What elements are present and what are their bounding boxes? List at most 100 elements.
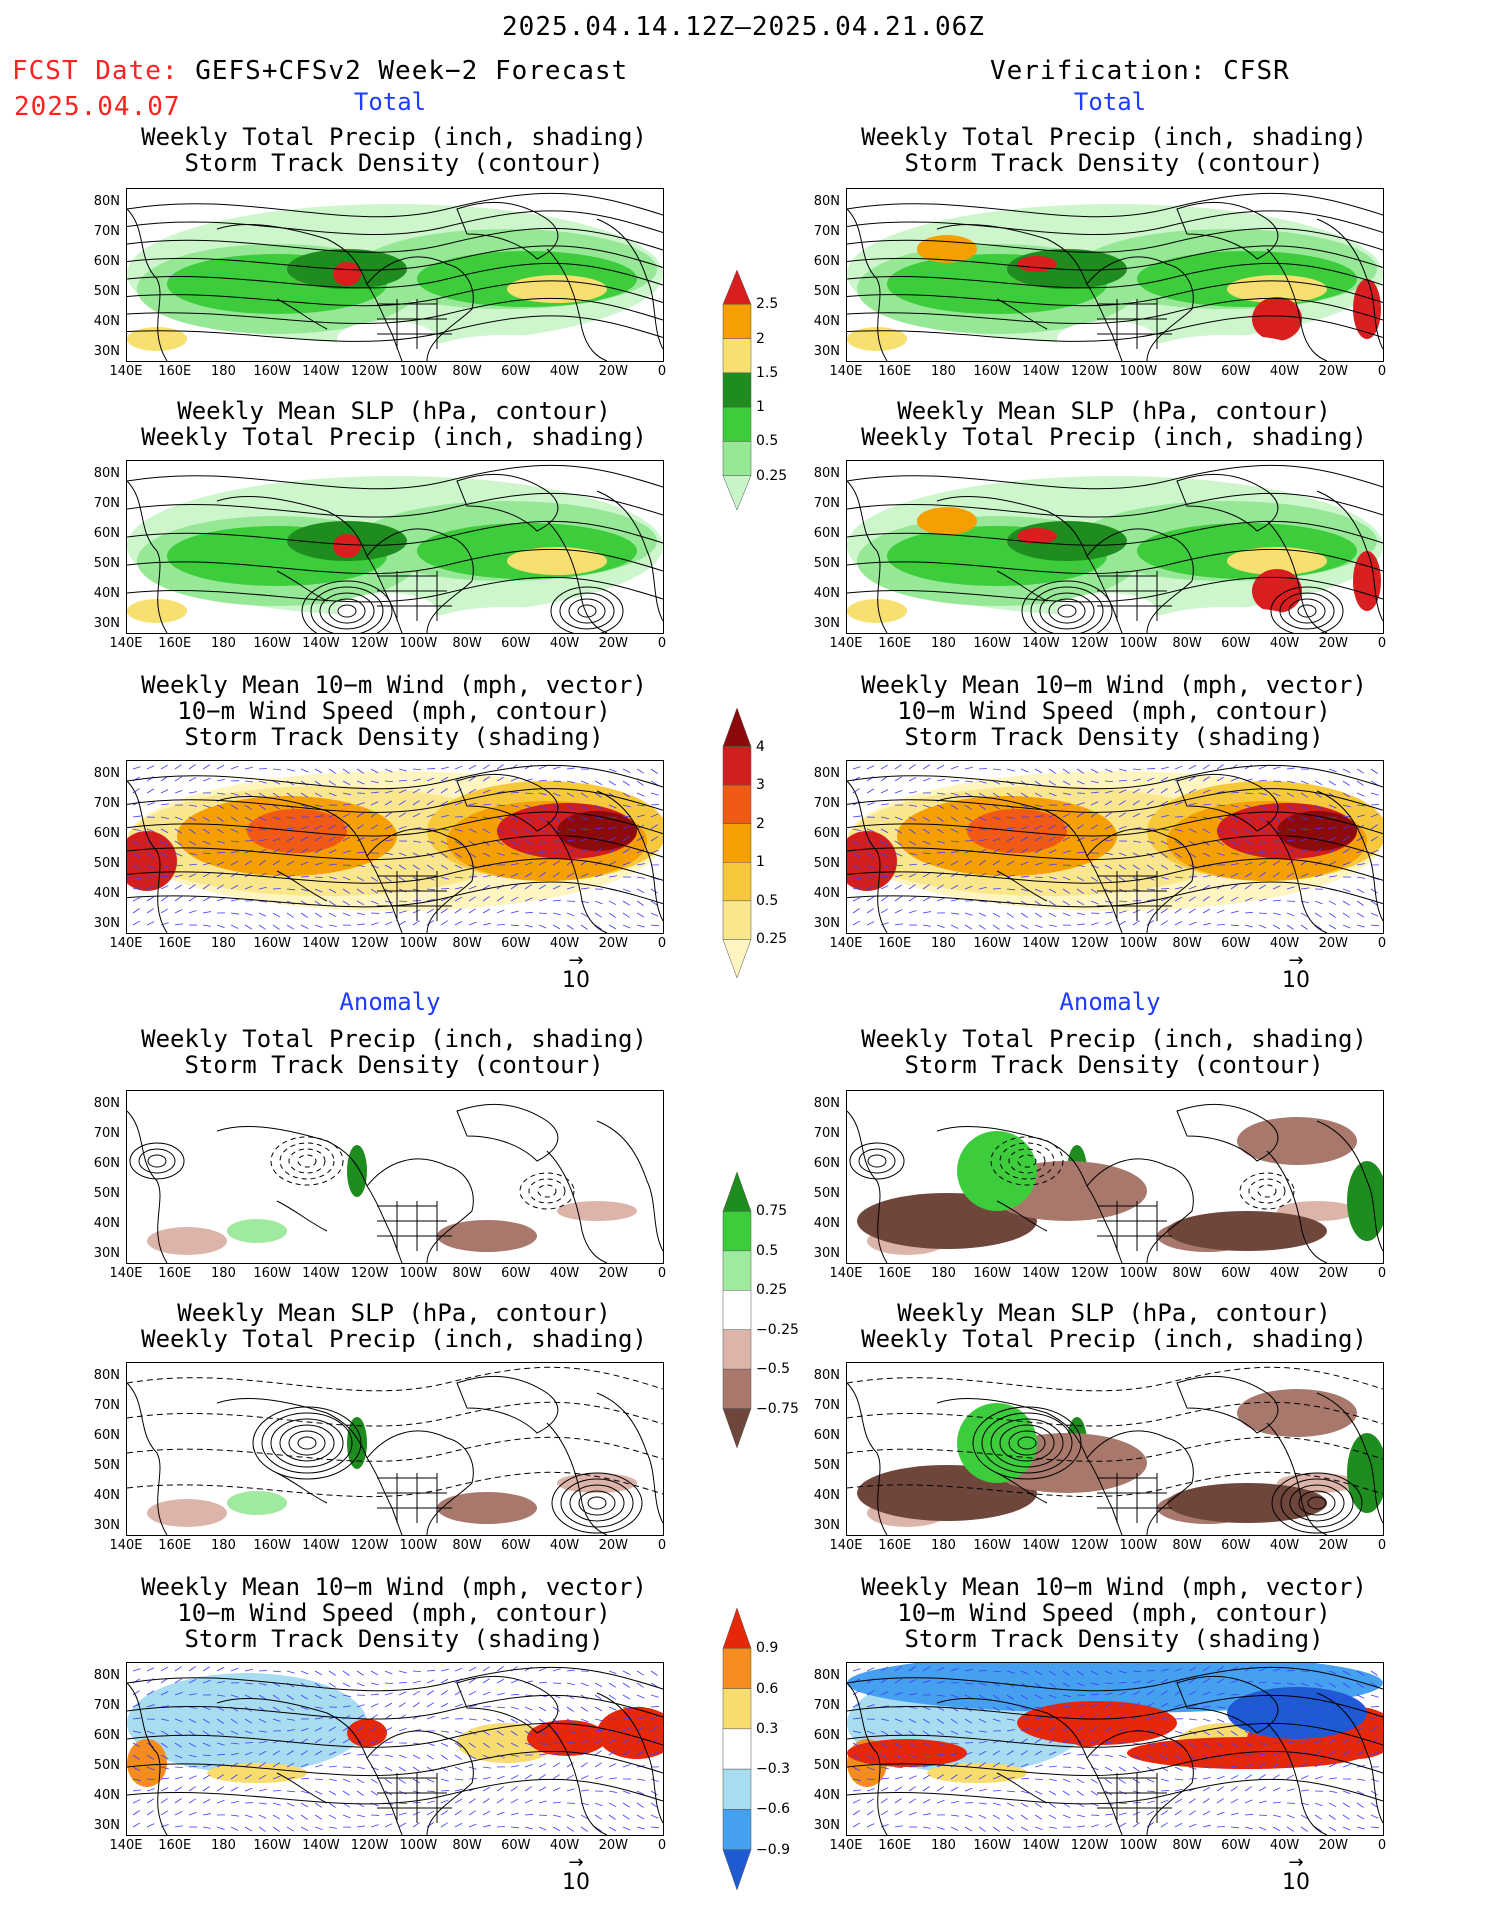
lat-tick-label: 60N xyxy=(813,826,840,841)
lat-tick-label: 70N xyxy=(813,1126,840,1141)
lat-tick-label: 60N xyxy=(93,1428,120,1443)
map-panel-r2-c2 xyxy=(846,460,1384,634)
lon-tick-label: 160W xyxy=(973,636,1012,651)
lon-tick-label: 80W xyxy=(452,1838,482,1853)
vector-reference-value: 10 xyxy=(562,1870,590,1895)
lat-tick-label: 50N xyxy=(813,856,840,871)
colorbar-precip-total xyxy=(722,269,752,511)
lon-tick-label: 20W xyxy=(598,364,628,379)
lat-tick-label: 50N xyxy=(93,856,120,871)
lon-tick-label: 60W xyxy=(1221,936,1251,951)
map-panel-r1-c2 xyxy=(846,188,1384,362)
lon-tick-label: 180 xyxy=(211,1838,236,1853)
lat-tick-label: 80N xyxy=(93,194,120,209)
lon-tick-label: 60W xyxy=(501,1838,531,1853)
lon-tick-label: 160E xyxy=(878,936,912,951)
lon-tick-label: 40W xyxy=(549,636,580,651)
panel-title-r5-c1: Weekly Mean SLP (hPa, contour) Weekly To… xyxy=(141,1299,647,1353)
lon-tick-label: 0 xyxy=(1377,636,1387,651)
lat-tick-label: 50N xyxy=(93,1458,120,1473)
map-graphic xyxy=(847,1366,1383,1535)
lon-tick-label: 60W xyxy=(501,1266,531,1281)
lat-tick-label: 70N xyxy=(93,1698,120,1713)
lat-tick-label: 80N xyxy=(813,194,840,209)
lon-tick-label: 120W xyxy=(350,1838,389,1853)
fcst-date-prefix: FCST Date: xyxy=(12,56,179,86)
colorbar-label: 0.6 xyxy=(756,1680,779,1697)
arrow-right-icon: → xyxy=(1288,1852,1304,1873)
lat-tick-label: 40N xyxy=(813,586,840,601)
map-graphic xyxy=(127,192,663,361)
lon-tick-label: 140E xyxy=(829,936,863,951)
lon-tick-label: 140E xyxy=(109,1838,143,1853)
lon-tick-label: 80W xyxy=(1172,364,1202,379)
lon-tick-label: 180 xyxy=(211,364,236,379)
lon-tick-label: 140E xyxy=(829,1538,863,1553)
lat-tick-label: 40N xyxy=(93,886,120,901)
lon-tick-label: 40W xyxy=(549,364,580,379)
lon-tick-label: 80W xyxy=(1172,1538,1202,1553)
lon-tick-label: 140E xyxy=(109,1266,143,1281)
lat-tick-label: 30N xyxy=(93,344,120,359)
panel-title-r4-c2: Weekly Total Precip (inch, shading) Stor… xyxy=(861,1025,1367,1079)
lat-tick-label: 40N xyxy=(93,314,120,329)
lon-tick-label: 100W xyxy=(1119,636,1158,651)
lon-tick-label: 0 xyxy=(1377,1266,1387,1281)
lat-tick-label: 70N xyxy=(93,496,120,511)
lon-tick-label: 160E xyxy=(158,636,192,651)
colorbar-label: 1.5 xyxy=(756,364,779,381)
map-graphic xyxy=(847,464,1383,633)
lon-tick-label: 60W xyxy=(501,364,531,379)
map-graphic xyxy=(847,1103,1383,1263)
section-total-right: Total xyxy=(1073,88,1147,116)
lon-tick-label: 120W xyxy=(350,1266,389,1281)
lat-tick-label: 60N xyxy=(813,526,840,541)
fcst-source: GEFS+CFSv2 Week−2 Forecast xyxy=(195,56,629,86)
lon-tick-label: 160W xyxy=(973,1538,1012,1553)
lon-tick-label: 20W xyxy=(598,636,628,651)
colorbar-label: 0.5 xyxy=(756,892,779,909)
lat-tick-label: 80N xyxy=(93,1096,120,1111)
lon-tick-label: 140W xyxy=(302,1538,340,1553)
lon-tick-label: 160W xyxy=(253,1838,292,1853)
map-graphic xyxy=(127,1666,663,1835)
lon-tick-label: 100W xyxy=(1119,364,1158,379)
map-graphic xyxy=(847,192,1383,361)
lon-tick-label: 120W xyxy=(1070,936,1109,951)
colorbar-label: 0.3 xyxy=(756,1720,779,1737)
lon-tick-label: 20W xyxy=(1318,1266,1348,1281)
lat-tick-label: 30N xyxy=(93,1818,120,1833)
lon-tick-label: 100W xyxy=(399,936,438,951)
panel-title-r2-c2: Weekly Mean SLP (hPa, contour) Weekly To… xyxy=(861,397,1367,451)
panel-title-r5-c2: Weekly Mean SLP (hPa, contour) Weekly To… xyxy=(861,1299,1367,1353)
lon-tick-label: 60W xyxy=(501,936,531,951)
lon-tick-label: 80W xyxy=(452,636,482,651)
lat-tick-label: 30N xyxy=(813,344,840,359)
lat-tick-label: 70N xyxy=(813,1698,840,1713)
lon-tick-label: 20W xyxy=(598,1266,628,1281)
colorbar-label: 0.5 xyxy=(756,1242,779,1259)
map-panel-r6-c2 xyxy=(846,1662,1384,1836)
colorbar-label: −0.75 xyxy=(756,1400,799,1417)
colorbar-label: 2 xyxy=(756,815,765,832)
lon-tick-label: 40W xyxy=(1269,636,1300,651)
lon-tick-label: 80W xyxy=(452,936,482,951)
lat-tick-label: 40N xyxy=(93,1788,120,1803)
lat-tick-label: 60N xyxy=(93,826,120,841)
colorbar-label: −0.25 xyxy=(756,1321,799,1338)
lon-tick-label: 160E xyxy=(158,1266,192,1281)
lat-tick-label: 80N xyxy=(813,1368,840,1383)
lat-tick-label: 70N xyxy=(93,796,120,811)
lon-tick-label: 160E xyxy=(878,1538,912,1553)
lon-tick-label: 80W xyxy=(452,1538,482,1553)
lon-tick-label: 160W xyxy=(973,1838,1012,1853)
lat-tick-label: 40N xyxy=(813,314,840,329)
colorbar-storm-total xyxy=(722,707,752,979)
lon-tick-label: 160E xyxy=(158,1538,192,1553)
map-panel-r6-c1 xyxy=(126,1662,664,1836)
lat-tick-label: 50N xyxy=(93,1186,120,1201)
lat-tick-label: 50N xyxy=(813,1758,840,1773)
lon-tick-label: 160W xyxy=(973,936,1012,951)
section-anomaly-right: Anomaly xyxy=(1059,988,1161,1016)
lon-tick-label: 160W xyxy=(253,364,292,379)
